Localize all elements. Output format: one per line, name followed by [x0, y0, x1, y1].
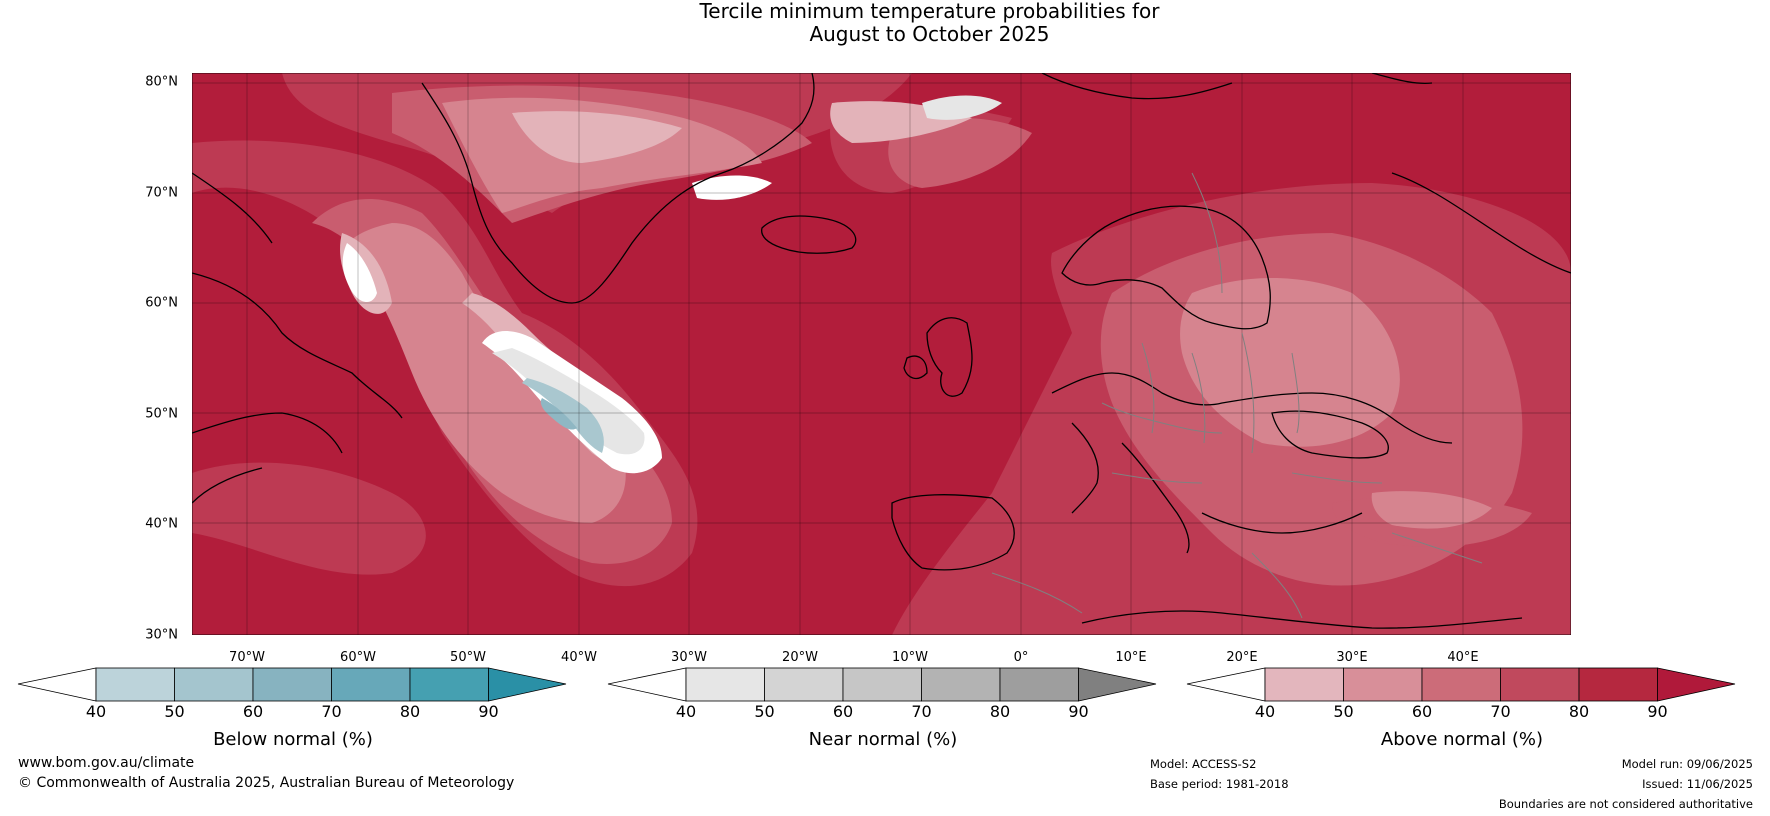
colorbar-swatch — [1078, 667, 1157, 702]
colorbar-swatch — [252, 667, 332, 702]
copyright-text: © Commonwealth of Australia 2025, Austra… — [18, 775, 515, 791]
below-tick-90: 90 — [478, 702, 499, 721]
near-tick-90: 90 — [1068, 702, 1089, 721]
model-text: Model: ACCESS-S2 — [1150, 757, 1257, 771]
lat-label-40n: 40°N — [145, 516, 178, 532]
above-tick-40: 40 — [1254, 702, 1276, 721]
colorbar-above-swatches — [1186, 667, 1736, 702]
colorbar-near-swatches — [607, 667, 1157, 702]
colorbar-swatch — [607, 667, 687, 702]
below-normal-label: Below normal (%) — [213, 729, 373, 750]
colorbar-swatch — [1186, 667, 1266, 702]
colorbar-below-swatches — [17, 667, 567, 702]
lat-label-30n: 30°N — [145, 627, 178, 643]
above-tick-60: 60 — [1411, 702, 1433, 721]
near-tick-60: 60 — [832, 702, 854, 721]
colorbar-swatch — [17, 667, 97, 702]
colorbar-swatch — [764, 667, 844, 702]
below-tick-40: 40 — [85, 702, 107, 721]
near-tick-70: 70 — [911, 702, 932, 721]
colorbar-swatch — [1264, 667, 1344, 702]
colorbar-swatch — [1578, 667, 1658, 702]
lon-label-30w: 30°W — [671, 650, 707, 665]
near-tick-50: 50 — [754, 702, 775, 721]
lon-label-30e: 30°E — [1336, 650, 1368, 665]
lon-label-40w: 40°W — [561, 650, 597, 665]
colorbar-swatch — [1421, 667, 1501, 702]
near-normal-label: Near normal (%) — [808, 729, 958, 750]
below-tick-80: 80 — [399, 702, 421, 721]
lon-label-20w: 20°W — [782, 650, 818, 665]
lat-label-50n: 50°N — [145, 406, 178, 422]
lon-label-20e: 20°E — [1226, 650, 1258, 665]
above-tick-90: 90 — [1647, 702, 1668, 721]
title-line-2: August to October 2025 — [809, 22, 1050, 46]
lon-label-10w: 10°W — [892, 650, 928, 665]
lon-label-40e: 40°E — [1447, 650, 1479, 665]
lon-label-70w: 70°W — [229, 650, 265, 665]
colorbar-swatch — [1500, 667, 1580, 702]
colorbar-swatch — [174, 667, 254, 702]
title-line-1: Tercile minimum temperature probabilitie… — [699, 0, 1160, 23]
below-normal-zones — [522, 378, 604, 453]
above-tick-50: 50 — [1333, 702, 1354, 721]
colorbar-swatch — [1657, 667, 1736, 702]
lon-label-10e: 10°E — [1115, 650, 1147, 665]
issued-text: Issued: 11/06/2025 — [1642, 777, 1753, 791]
colorbar-swatch — [488, 667, 567, 702]
near-tick-40: 40 — [675, 702, 697, 721]
disclaimer-text: Boundaries are not considered authoritat… — [1498, 797, 1753, 811]
lon-label-0: 0° — [1013, 650, 1029, 665]
lat-label-80n: 80°N — [145, 74, 178, 90]
base-period-text: Base period: 1981-2018 — [1150, 777, 1289, 791]
map-title: Tercile minimum temperature probabilitie… — [0, 0, 1770, 46]
country-borders — [991, 172, 1483, 619]
lat-label-60n: 60°N — [145, 295, 178, 311]
colorbar-above-normal: 40 50 60 70 80 90 Above normal (%) — [1186, 667, 1737, 758]
colorbar-swatch — [331, 667, 411, 702]
colorbar-swatch — [999, 667, 1079, 702]
lon-label-50w: 50°W — [450, 650, 486, 665]
colorbar-near-normal: 40 50 60 70 80 90 Near normal (%) — [607, 667, 1158, 758]
map-panel — [192, 73, 1571, 635]
colorbar-below-normal: 40 50 60 70 80 90 Below normal (%) — [17, 667, 568, 758]
colorbar-swatch — [921, 667, 1001, 702]
website-link[interactable]: www.bom.gov.au/climate — [18, 755, 195, 771]
model-run-text: Model run: 09/06/2025 — [1621, 757, 1753, 771]
above-tick-80: 80 — [1568, 702, 1590, 721]
coastlines — [192, 73, 1571, 629]
colorbar-swatch — [685, 667, 765, 702]
near-tick-80: 80 — [989, 702, 1011, 721]
colorbar-swatch — [409, 667, 489, 702]
colorbar-swatch — [1343, 667, 1423, 702]
above-tick-70: 70 — [1490, 702, 1511, 721]
graticule — [192, 73, 1571, 635]
probability-map — [192, 73, 1571, 635]
lat-label-70n: 70°N — [145, 185, 178, 201]
colorbar-swatch — [842, 667, 922, 702]
below-tick-50: 50 — [164, 702, 185, 721]
above-normal-label: Above normal (%) — [1380, 729, 1544, 750]
lon-label-60w: 60°W — [340, 650, 376, 665]
below-tick-70: 70 — [321, 702, 342, 721]
below-tick-60: 60 — [242, 702, 264, 721]
colorbar-swatch — [95, 667, 175, 702]
